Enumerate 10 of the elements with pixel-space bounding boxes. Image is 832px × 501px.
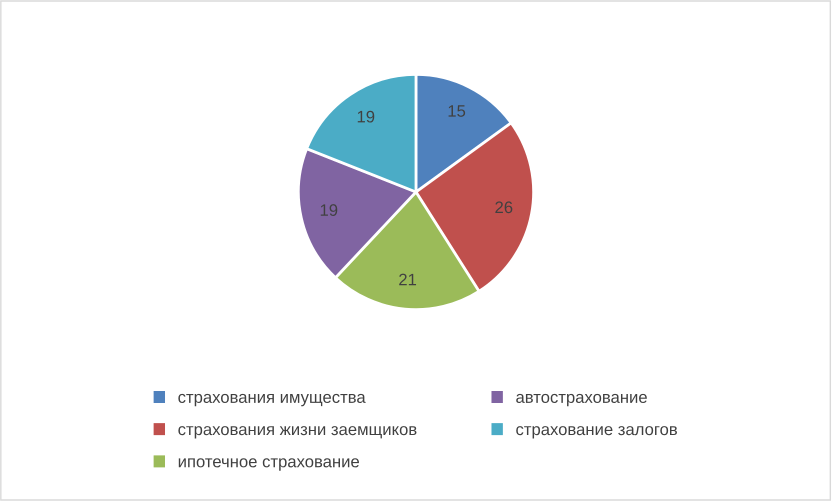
data-label: 19 — [320, 204, 338, 216]
data-label: 19 — [358, 110, 374, 123]
data-label: 21 — [399, 274, 416, 286]
data-label: 26 — [495, 201, 512, 214]
legend-label: ипотечное страхование — [178, 458, 359, 471]
legend-label: автострахование — [516, 394, 647, 406]
legend-label: страхование залогов — [516, 426, 677, 438]
data-label: 15 — [448, 105, 466, 117]
legend-label: страхования имущества — [178, 394, 366, 406]
legend-label: страхования жизни заемщиков — [178, 426, 416, 438]
